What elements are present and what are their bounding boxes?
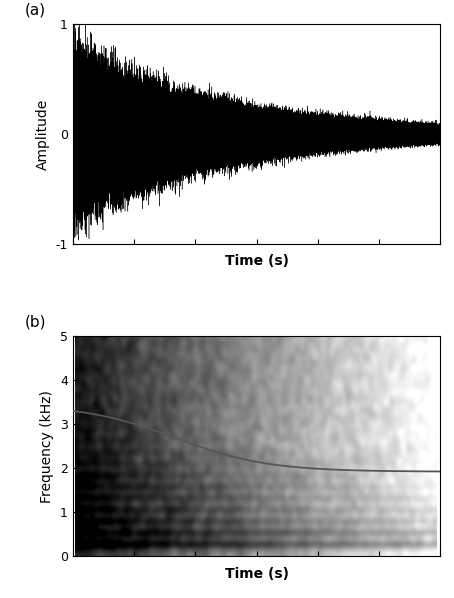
X-axis label: Time (s): Time (s) [225, 254, 288, 269]
Y-axis label: Amplitude: Amplitude [36, 98, 50, 169]
Text: (a): (a) [25, 2, 46, 17]
X-axis label: Time (s): Time (s) [225, 566, 288, 581]
Text: (b): (b) [25, 315, 46, 329]
Y-axis label: Frequency (kHz): Frequency (kHz) [40, 390, 54, 502]
